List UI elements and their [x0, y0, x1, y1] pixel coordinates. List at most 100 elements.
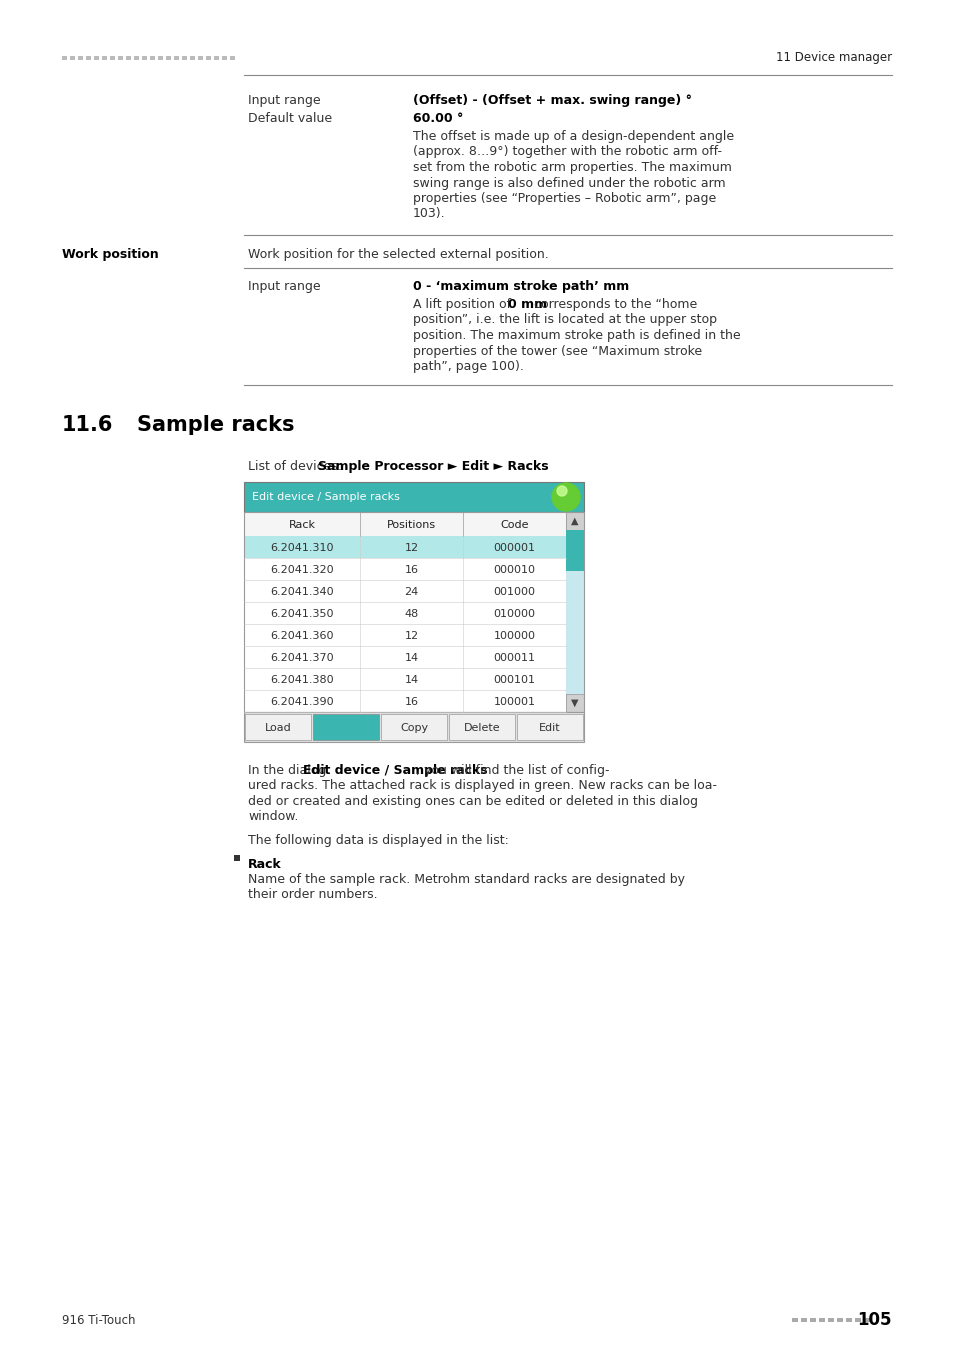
Text: 12: 12	[404, 543, 418, 554]
Bar	[118, 55, 123, 59]
Circle shape	[557, 486, 566, 495]
Bar	[565, 531, 583, 571]
Text: 001000: 001000	[493, 587, 535, 597]
Text: 60.00 °: 60.00 °	[413, 112, 463, 126]
Bar	[244, 536, 565, 558]
Text: 14: 14	[404, 675, 418, 684]
Text: 11.6: 11.6	[62, 414, 113, 435]
Bar	[380, 714, 447, 740]
Text: 6.2041.310: 6.2041.310	[270, 543, 334, 554]
Text: Sample racks: Sample racks	[137, 414, 294, 435]
Bar	[233, 855, 240, 860]
Text: Input range: Input range	[248, 279, 320, 293]
Text: The following data is displayed in the list:: The following data is displayed in the l…	[248, 834, 508, 846]
Text: Rack: Rack	[288, 520, 315, 531]
Bar	[150, 55, 154, 59]
Text: 6.2041.390: 6.2041.390	[270, 697, 334, 707]
Text: 100000: 100000	[493, 630, 535, 641]
Bar	[244, 558, 565, 580]
Text: set from the robotic arm properties. The maximum: set from the robotic arm properties. The…	[413, 161, 731, 174]
Text: their order numbers.: their order numbers.	[248, 888, 377, 902]
Text: 0 - ‘maximum stroke path’ mm: 0 - ‘maximum stroke path’ mm	[413, 279, 629, 293]
Bar	[166, 55, 171, 59]
Bar	[244, 647, 565, 668]
Bar	[244, 512, 565, 536]
Bar	[244, 482, 583, 512]
Text: ded or created and existing ones can be edited or deleted in this dialog: ded or created and existing ones can be …	[248, 795, 698, 809]
Bar	[198, 55, 203, 59]
Text: Edit: Edit	[538, 724, 560, 733]
Bar	[126, 55, 131, 59]
Bar	[845, 1318, 851, 1322]
Text: The offset is made up of a design-dependent angle: The offset is made up of a design-depend…	[413, 130, 734, 143]
Bar	[173, 55, 179, 59]
Bar	[222, 55, 227, 59]
Bar	[244, 624, 565, 647]
Bar	[213, 55, 219, 59]
Text: 6.2041.340: 6.2041.340	[270, 587, 334, 597]
Bar	[854, 1318, 861, 1322]
Text: 6.2041.370: 6.2041.370	[270, 653, 334, 663]
Bar	[190, 55, 194, 59]
Bar	[791, 1318, 797, 1322]
Text: Edit device / Sample racks: Edit device / Sample racks	[303, 764, 487, 778]
Text: (Offset) - (Offset + max. swing range) °: (Offset) - (Offset + max. swing range) °	[413, 95, 691, 107]
Text: 010000: 010000	[493, 609, 535, 620]
Bar	[863, 1318, 869, 1322]
Bar	[158, 55, 163, 59]
Text: Input range: Input range	[248, 95, 320, 107]
Bar	[133, 55, 139, 59]
Bar	[565, 512, 583, 531]
Text: 24: 24	[404, 587, 418, 597]
Text: ured racks. The attached rack is displayed in green. New racks can be loa-: ured racks. The attached rack is display…	[248, 779, 717, 792]
Bar	[818, 1318, 824, 1322]
Text: position. The maximum stroke path is defined in the: position. The maximum stroke path is def…	[413, 329, 740, 342]
Text: 16: 16	[404, 566, 418, 575]
Text: 000001: 000001	[493, 543, 535, 554]
Bar	[313, 714, 378, 740]
Text: Positions: Positions	[387, 520, 436, 531]
Bar	[565, 694, 583, 711]
Text: corresponds to the “home: corresponds to the “home	[530, 298, 697, 311]
Bar	[449, 714, 515, 740]
Bar	[78, 55, 83, 59]
Text: properties (see “Properties – Robotic arm”, page: properties (see “Properties – Robotic ar…	[413, 192, 716, 205]
Text: List of devices:: List of devices:	[248, 460, 346, 472]
Bar	[94, 55, 99, 59]
Text: Load: Load	[264, 724, 291, 733]
Bar	[182, 55, 187, 59]
Text: ▼: ▼	[571, 698, 578, 707]
Bar	[244, 711, 583, 743]
Bar	[801, 1318, 806, 1322]
Text: properties of the tower (see “Maximum stroke: properties of the tower (see “Maximum st…	[413, 344, 701, 358]
Bar	[245, 714, 311, 740]
Bar	[62, 55, 67, 59]
Text: 000101: 000101	[493, 675, 535, 684]
Text: 916 Ti-Touch: 916 Ti-Touch	[62, 1314, 135, 1327]
Bar	[142, 55, 147, 59]
Text: swing range is also defined under the robotic arm: swing range is also defined under the ro…	[413, 177, 725, 189]
Bar	[244, 512, 583, 711]
Bar	[244, 668, 565, 690]
Text: Name of the sample rack. Metrohm standard racks are designated by: Name of the sample rack. Metrohm standar…	[248, 873, 684, 886]
Text: Sample Processor ► Edit ► Racks: Sample Processor ► Edit ► Racks	[317, 460, 548, 472]
Text: A lift position of: A lift position of	[413, 298, 515, 311]
Text: Work position for the selected external position.: Work position for the selected external …	[248, 248, 548, 261]
Text: (approx. 8…9°) together with the robotic arm off-: (approx. 8…9°) together with the robotic…	[413, 146, 721, 158]
Text: 000011: 000011	[493, 653, 535, 663]
Bar	[244, 580, 565, 602]
Text: 6.2041.320: 6.2041.320	[270, 566, 334, 575]
Text: 14: 14	[404, 653, 418, 663]
Text: Work position: Work position	[62, 248, 158, 261]
Text: Edit device / Sample racks: Edit device / Sample racks	[252, 491, 399, 502]
Bar	[517, 714, 582, 740]
Text: ▲: ▲	[571, 516, 578, 526]
Text: 000010: 000010	[493, 566, 535, 575]
Text: 11 Device manager: 11 Device manager	[775, 50, 891, 63]
Text: Copy: Copy	[399, 724, 428, 733]
Text: position”, i.e. the lift is located at the upper stop: position”, i.e. the lift is located at t…	[413, 313, 717, 327]
Bar	[565, 512, 583, 711]
Text: Code: Code	[499, 520, 528, 531]
Text: Rack: Rack	[248, 857, 281, 871]
Text: Default value: Default value	[248, 112, 332, 126]
